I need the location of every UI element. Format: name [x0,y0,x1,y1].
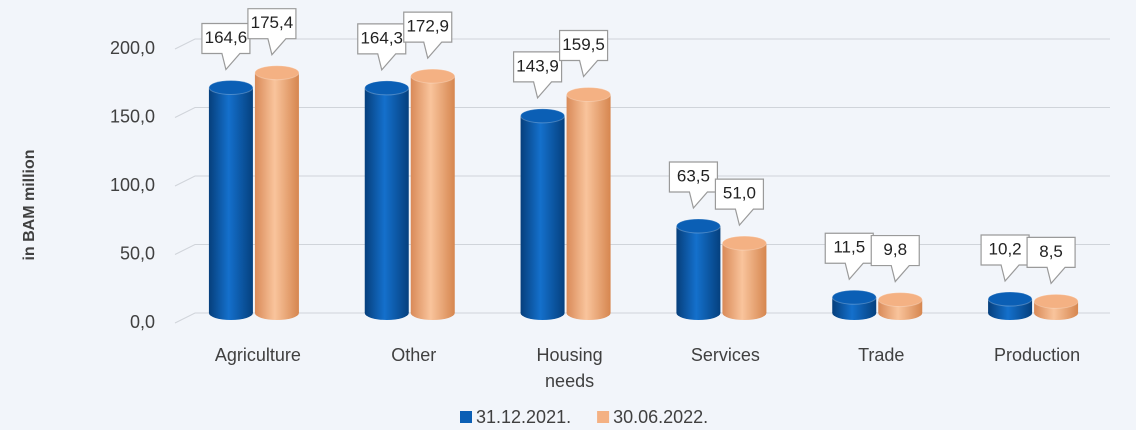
bar-top [566,86,612,102]
legend-swatch [460,411,472,423]
value-label: 63,5 [677,166,710,185]
value-label: 51,0 [723,184,756,203]
bar-top [675,218,721,234]
bar [254,72,299,314]
callout [1026,236,1076,285]
bar-top [721,235,767,251]
x-tick-label: Other [391,345,436,365]
value-label: 164,6 [205,28,248,47]
bar [410,76,455,313]
callout [403,11,453,60]
callout [558,29,609,78]
bar [208,87,253,313]
x-tick-label: Housing needs [537,345,603,391]
callout [714,178,765,227]
value-label: 9,8 [883,240,907,259]
bar-top [410,68,456,84]
value-label: 172,9 [406,17,449,36]
grid-line [174,244,1110,255]
y-tick-label: 50,0 [120,243,155,263]
legend-label: 30.06.2022. [613,407,708,427]
y-tick-label: 100,0 [110,175,155,195]
bar-top [520,108,566,124]
grid-line [174,312,1110,324]
y-tick-label: 200,0 [110,38,155,58]
grid-line [174,175,1110,187]
bar-top [877,292,923,308]
grid-line [174,38,1110,50]
bar-top [831,289,877,305]
bar-top [987,291,1033,307]
bar [566,94,611,313]
callout [668,161,719,210]
y-axis-title: in BAM million [21,149,38,260]
value-label: 8,5 [1039,242,1063,261]
x-tick-label: Production [994,345,1080,365]
y-tick-label: 150,0 [110,106,155,126]
bar [676,226,721,313]
value-label: 143,9 [516,56,559,75]
value-label: 175,4 [251,13,294,32]
bar [722,243,767,313]
bar-top [1033,293,1079,309]
bar-top [254,65,300,81]
legend-label: 31.12.2021. [476,407,571,427]
x-tick-label: Services [691,345,760,365]
x-tick-label: Trade [858,345,904,365]
callout [247,8,297,56]
value-label: 10,2 [989,240,1022,259]
bar-top [208,79,254,95]
legend-swatch [597,411,610,423]
x-tick-label: Agriculture [215,345,301,365]
value-label: 11,5 [833,238,865,257]
grid-line [174,107,1110,118]
bar [520,115,565,314]
bar-top [364,80,410,96]
bar [364,87,409,313]
callout [870,234,920,283]
value-label: 159,5 [562,35,605,54]
value-label: 164,3 [360,28,403,47]
y-tick-label: 0,0 [130,312,155,332]
